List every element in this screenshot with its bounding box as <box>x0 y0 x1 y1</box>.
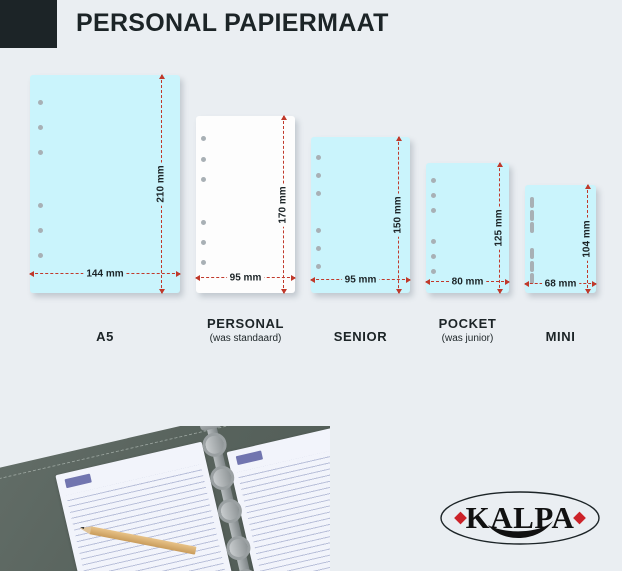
dimension-arrow-down <box>159 289 165 294</box>
punch-hole <box>431 254 436 259</box>
dimension-arrow-right <box>406 277 411 283</box>
dimension-arrow-down <box>281 289 287 294</box>
photo-scene <box>0 426 330 571</box>
height-dimension-label: 125 mm <box>493 206 505 250</box>
paper-sheet: 68 mm 104 mm <box>524 184 597 294</box>
punch-hole <box>530 261 534 272</box>
paper-sheet: 95 mm 170 mm <box>195 115 296 294</box>
height-dimension-label: 150 mm <box>392 193 404 237</box>
paper-name-label: A5 <box>96 329 114 344</box>
punch-hole <box>38 150 43 155</box>
punch-hole <box>316 191 321 196</box>
paper-sheet: 144 mm 210 mm <box>29 74 181 294</box>
width-dimension-label: 95 mm <box>226 272 265 284</box>
punch-hole <box>431 269 436 274</box>
punch-hole <box>316 246 321 251</box>
dimension-arrow-left <box>29 271 34 277</box>
punch-hole <box>431 193 436 198</box>
punch-hole <box>316 173 321 178</box>
page-header: PERSONAL PAPIERMAAT <box>0 0 622 60</box>
paper-caption: POCKET (was junior) <box>426 316 509 345</box>
paper-sheet: 80 mm 125 mm <box>425 162 510 294</box>
punch-hole <box>316 228 321 233</box>
dimension-arrow-up <box>159 74 165 79</box>
punch-hole <box>38 100 43 105</box>
punch-hole <box>201 260 206 265</box>
dimension-arrow-right <box>592 281 597 287</box>
punch-hole <box>530 248 534 259</box>
dimension-arrow-right <box>176 271 181 277</box>
punch-hole <box>316 264 321 269</box>
logo-swash <box>488 521 553 539</box>
page-header-logo <box>235 450 264 466</box>
punch-hole <box>431 239 436 244</box>
paper-card-mini[interactable]: 68 mm 104 mm MINI <box>524 184 597 345</box>
punch-hole <box>530 273 534 284</box>
punch-hole <box>201 157 206 162</box>
width-dimension-label: 80 mm <box>448 276 487 288</box>
paper-name-label: POCKET <box>438 316 497 331</box>
page-header-logo <box>64 473 92 489</box>
paper-card-senior[interactable]: 95 mm 150 mm SENIOR <box>310 136 411 345</box>
dimension-arrow-left <box>195 275 200 281</box>
paper-card-pocket[interactable]: 80 mm 125 mm POCKET (was junior) <box>425 162 510 345</box>
paper-card-personal[interactable]: 95 mm 170 mm PERSONAL (was standaard) <box>195 115 296 345</box>
logo-oval-outline <box>440 491 600 545</box>
dimension-arrow-left <box>310 277 315 283</box>
punch-hole <box>38 253 43 258</box>
binder-ring <box>207 463 237 493</box>
kalpa-logo: KALPA <box>436 487 604 549</box>
dimension-arrow-down <box>396 289 402 294</box>
punch-hole <box>431 178 436 183</box>
punch-hole <box>201 177 206 182</box>
paper-name-label: PERSONAL <box>206 316 285 331</box>
logo-diamond-right <box>573 511 586 525</box>
punch-hole <box>38 203 43 208</box>
dimension-arrow-down <box>585 289 591 294</box>
punch-hole <box>201 240 206 245</box>
paper-name-label: MINI <box>545 329 576 344</box>
dimension-arrow-up <box>497 162 503 167</box>
paper-caption: A5 <box>30 329 180 345</box>
dimension-arrow-up <box>396 136 402 141</box>
punch-hole <box>431 208 436 213</box>
page-title: PERSONAL PAPIERMAAT <box>76 9 389 37</box>
paper-caption: SENIOR <box>311 329 410 345</box>
dimension-arrow-right <box>291 275 296 281</box>
planner-photo <box>0 426 330 571</box>
paper-name-label: SENIOR <box>333 329 388 344</box>
width-dimension-label: 68 mm <box>541 278 580 290</box>
dimension-arrow-left <box>524 281 529 287</box>
punch-hole <box>38 125 43 130</box>
punch-hole <box>316 155 321 160</box>
width-dimension-label: 95 mm <box>341 274 380 286</box>
paper-subtitle-label: (was junior) <box>441 333 494 344</box>
height-dimension-label: 210 mm <box>155 162 167 206</box>
dimension-arrow-up <box>585 184 591 189</box>
height-dimension-label: 104 mm <box>581 217 593 261</box>
header-accent-block <box>0 0 57 48</box>
punch-hole <box>201 220 206 225</box>
dimension-arrow-up <box>281 115 287 120</box>
dimension-arrow-down <box>497 289 503 294</box>
dimension-arrow-left <box>425 279 430 285</box>
paper-sheet: 95 mm 150 mm <box>310 136 411 294</box>
binder-ring <box>215 496 245 526</box>
punch-hole <box>530 222 534 233</box>
punch-hole <box>530 197 534 208</box>
logo-wordmark: KALPA <box>466 500 575 535</box>
paper-subtitle-label: (was standaard) <box>209 333 282 344</box>
height-dimension-label: 170 mm <box>277 182 289 227</box>
punch-hole <box>530 210 534 221</box>
dimension-arrow-right <box>505 279 510 285</box>
binder-ring <box>224 533 253 563</box>
punch-hole <box>201 136 206 141</box>
width-dimension-label: 144 mm <box>83 268 127 280</box>
paper-caption: MINI <box>525 329 596 345</box>
binder-ring <box>200 430 229 460</box>
paper-card-a5[interactable]: 144 mm 210 mm A5 <box>29 74 181 345</box>
paper-caption: PERSONAL (was standaard) <box>196 316 295 345</box>
paper-sizes-row: 144 mm 210 mm A5 95 mm 170 mm PERSONAL (was st… <box>0 74 622 400</box>
punch-hole <box>38 228 43 233</box>
